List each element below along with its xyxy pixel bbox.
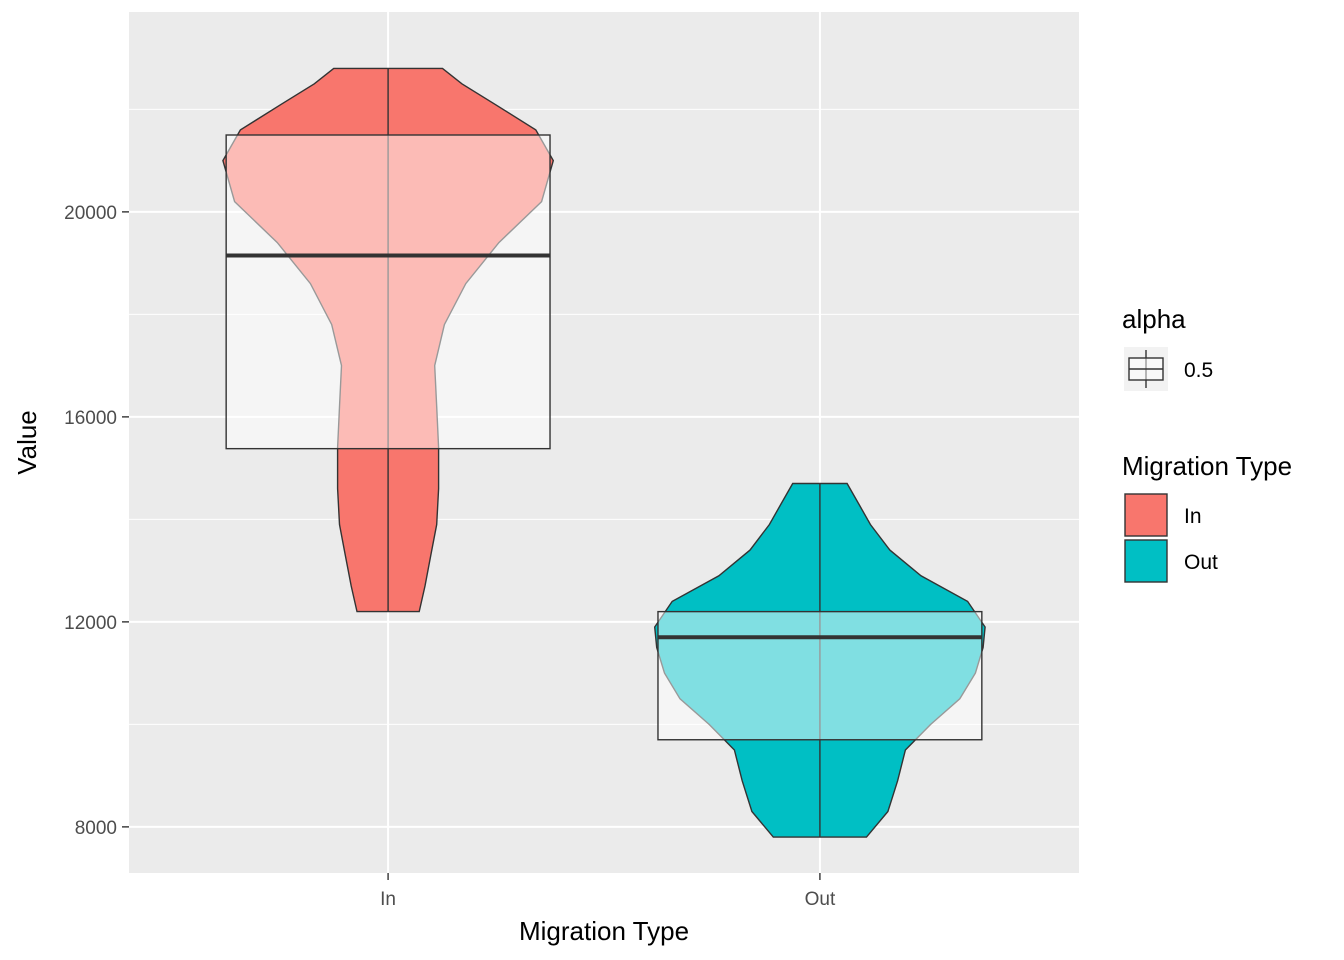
y-tick-label: 20000 — [64, 203, 117, 224]
x-tick-label: Out — [805, 889, 836, 910]
y-axis: 8000 12000 16000 20000 — [64, 203, 129, 839]
x-axis-title: Migration Type — [519, 916, 689, 946]
x-axis: In Out — [380, 873, 836, 910]
legend-alpha-key — [1124, 347, 1168, 391]
legend-fill-title: Migration Type — [1122, 451, 1292, 481]
box-out — [657, 610, 983, 741]
legend: alpha 0.5 Migration Type In Out — [1122, 304, 1292, 583]
x-tick-label: In — [380, 889, 396, 910]
y-axis-title: Value — [12, 410, 42, 475]
y-tick-label: 12000 — [64, 613, 117, 634]
legend-alpha-label: 0.5 — [1184, 359, 1213, 382]
y-tick-label: 8000 — [75, 818, 117, 839]
legend-key-out — [1124, 539, 1168, 583]
violins — [222, 67, 986, 838]
legend-key-in — [1124, 493, 1168, 537]
legend-label-out: Out — [1184, 551, 1218, 574]
y-tick-label: 16000 — [64, 408, 117, 429]
legend-alpha-title: alpha — [1122, 304, 1186, 334]
legend-label-in: In — [1184, 505, 1202, 528]
box-in — [225, 134, 551, 450]
